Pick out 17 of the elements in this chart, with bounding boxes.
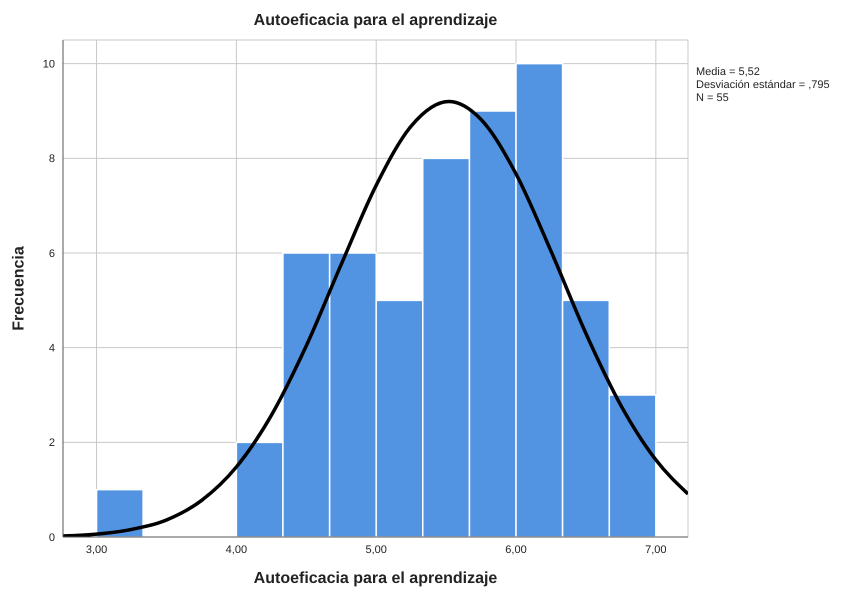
text: Media = 5,52 <box>696 66 761 79</box>
text: Desviación estándar = ,795 <box>696 79 830 92</box>
x-tick-label: 4,00 <box>226 544 248 556</box>
y-tick-label: 4 <box>48 342 55 355</box>
text: N = 55 <box>696 92 730 105</box>
y-tick-label: 0 <box>48 532 55 544</box>
x-tick-label: 5,00 <box>365 544 387 556</box>
x-axis-title: Autoeficacia para el aprendizaje <box>254 570 498 587</box>
y-tick-label: 8 <box>48 153 55 166</box>
y-axis-title: Frecuencia <box>10 246 28 331</box>
x-tick-label: 7,00 <box>645 544 667 556</box>
x-tick-label: 6,00 <box>505 544 527 556</box>
y-tick-label: 2 <box>48 437 55 450</box>
y-tick-label: 6 <box>48 248 55 260</box>
chart-title: Autoeficacia para el aprendizaje <box>252 12 498 30</box>
x-tick-label: 3,00 <box>86 544 108 556</box>
y-tick-label: 10 <box>42 58 55 71</box>
